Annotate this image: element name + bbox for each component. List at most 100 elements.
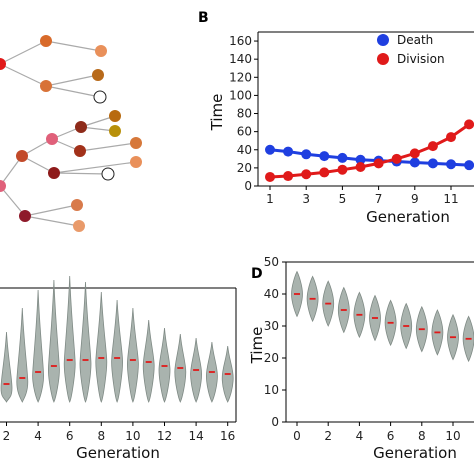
panel-b-ytick-label: 20 [237,161,252,175]
panel-d-xtick-label: 8 [418,429,426,443]
point-death [265,144,275,155]
panel-d-xtick-label: 4 [356,429,364,443]
tree-node [0,180,6,192]
tree-node [40,35,52,47]
point-division [337,164,348,175]
tree-node [93,90,107,104]
tree-edge [24,215,80,227]
legend-division-label: Division [397,52,445,66]
tree-node [46,133,58,145]
violin [0,331,13,403]
panel-b-ytick-label: 80 [237,107,252,121]
panel-d-ytick-label: 20 [264,351,279,365]
panel-d-xtick-label: 0 [293,429,301,443]
point-death [409,157,420,168]
panel-c-xtick-label: 12 [157,429,172,443]
panel-b-ylabel: Time [208,94,226,132]
point-division [265,171,275,182]
tree-node [130,137,142,149]
panel-b-xtick-label: 11 [443,192,458,206]
panel-b-ytick-label: 100 [229,88,252,102]
tree-edge [45,85,101,98]
violin [47,279,60,403]
tree-node [40,80,52,92]
panel-b-xtick-label: 1 [266,192,274,206]
panel-b-line-chart: Time Generation Death Division 0 20 40 60 80… [208,31,474,226]
legend-division-marker [377,53,389,65]
tree-node [74,145,86,157]
panel-c-xtick-label: 10 [125,429,140,443]
tree-edge [0,63,47,87]
point-death [301,149,312,160]
tree-node [73,220,85,232]
tree-node [0,58,6,70]
point-death [283,146,294,157]
panel-c-xtick-label: 8 [97,429,105,443]
legend-death-label: Death [397,33,433,47]
point-death [427,158,438,169]
panel-c-violin-chart: Generation 2 4 6 8 10 12 14 16 [0,275,237,462]
tree-edge [45,40,102,52]
panel-a-lineage-tree [0,35,142,232]
point-death [446,159,456,170]
panel-c-xlabel: Generation [76,444,160,462]
tree-node [95,45,107,57]
panel-c-xtick-label: 2 [3,429,11,443]
violin [111,299,124,403]
panel-b-ytick-label: 160 [229,34,252,48]
point-division [355,161,366,172]
point-division [391,153,402,164]
violin [32,289,45,403]
tree-edge [24,204,78,217]
tree-node [130,156,142,168]
panel-c-xtick-label: 6 [66,429,74,443]
panel-d-ytick-label: 0 [271,415,279,429]
panel-c-xtick-label: 4 [34,429,42,443]
tree-node [48,167,60,179]
panel-d-xtick-label: 2 [324,429,332,443]
point-division [427,141,438,152]
point-division [301,169,312,180]
tree-edge [0,40,47,65]
series-line-death [269,148,470,167]
panel-d-xtick-label: 10 [445,429,460,443]
tree-node [75,121,87,133]
tree-edge [45,74,99,87]
panel-d-xlabel: Generation [373,444,457,462]
panel-d-label: D [251,266,263,282]
panel-c-xtick-label: 16 [220,429,235,443]
tree-edge [0,155,23,187]
point-death [355,154,366,165]
point-division [373,158,384,169]
panel-b-ytick-label: 120 [229,70,252,84]
violin [158,327,171,403]
violin [16,307,29,403]
point-division [409,148,420,159]
panel-d-ytick-label: 50 [264,255,279,269]
panel-b-ytick-label: 140 [229,52,252,66]
point-death [319,151,330,162]
tree-edge [0,185,26,217]
point-division [283,171,294,182]
panel-b-xlabel: Generation [366,208,450,226]
tree-edge [53,161,137,174]
violin [63,275,76,403]
point-division [446,132,456,143]
panel-d-violin-chart: Time Generation 0 10 20 30 40 50 0 2 4 6 8 10 [248,255,474,462]
panel-b-ytick-label: 0 [244,179,252,193]
tree-edge [21,155,55,174]
point-division [464,119,474,130]
violin [126,307,139,403]
panel-b-xtick-label: 3 [302,192,310,206]
violin [95,291,108,403]
panel-d-ytick-label: 40 [264,287,279,301]
panel-d-ylabel: Time [248,327,266,365]
legend-death-marker [377,34,389,46]
tree-node [101,167,115,181]
panel-c-xtick-label: 14 [188,429,203,443]
tree-node [16,150,28,162]
point-death [337,152,348,163]
panel-b-ytick-label: 40 [237,143,252,157]
series-line-division [269,123,470,179]
